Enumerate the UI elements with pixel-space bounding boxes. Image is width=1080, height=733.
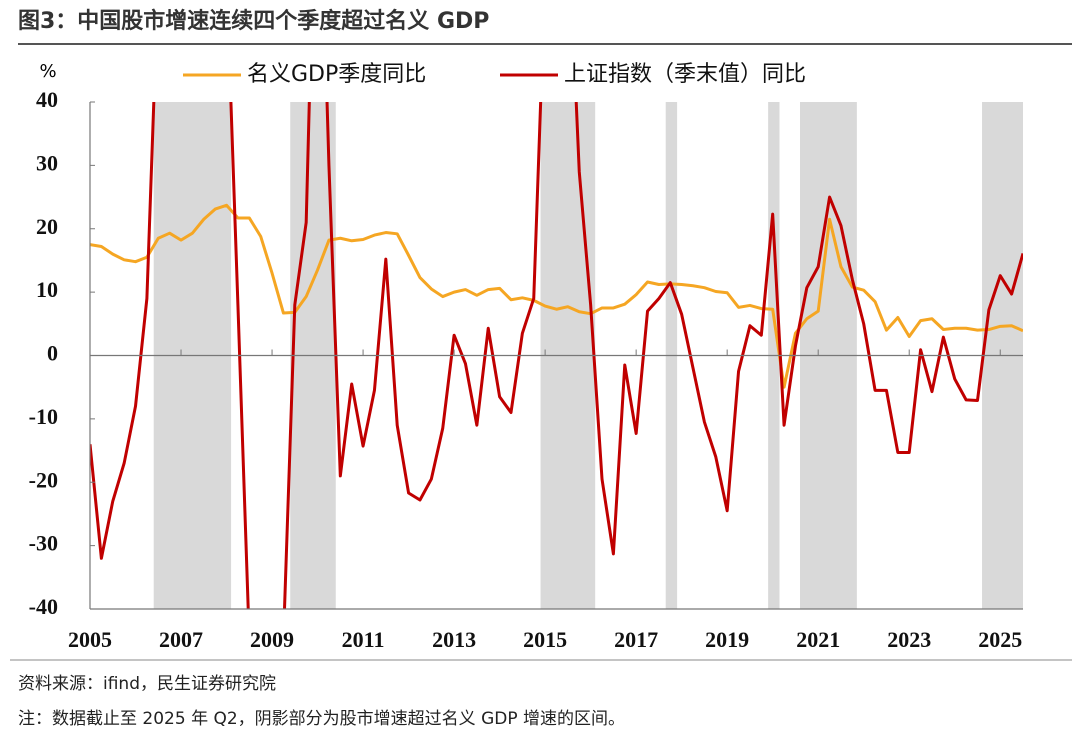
- y-tick-label: 40: [36, 87, 58, 112]
- x-tick-label: 2021: [796, 627, 840, 652]
- x-tick-label: 2007: [159, 627, 203, 652]
- chart-title: 图3：中国股市增速连续四个季度超过名义 GDP: [18, 8, 489, 34]
- x-tick-label: 2023: [887, 627, 931, 652]
- y-tick-label: 20: [36, 214, 58, 239]
- legend-label: 名义GDP季度同比: [247, 62, 426, 87]
- x-tick-label: 2009: [250, 627, 294, 652]
- y-tick-label: -10: [29, 404, 58, 429]
- x-tick-label: 2017: [614, 627, 658, 652]
- y-tick-label: 10: [36, 277, 58, 302]
- x-tick-label: 2011: [342, 627, 385, 652]
- x-tick-label: 2025: [978, 627, 1022, 652]
- x-tick-label: 2015: [523, 627, 567, 652]
- series-line: [90, 203, 1023, 389]
- x-tick-label: 2019: [705, 627, 749, 652]
- x-tick-label: 2013: [432, 627, 476, 652]
- x-tick-label: 2005: [68, 627, 112, 652]
- y-tick-label: -40: [29, 594, 58, 619]
- footnote: 注：数据截止至 2025 年 Q2，阴影部分为股市增速超过名义 GDP 增速的区…: [18, 709, 625, 729]
- plot-area: [90, 102, 1023, 609]
- y-tick-label: 30: [36, 150, 58, 175]
- source-note: 资料来源：ifind，民生证券研究院: [18, 674, 276, 694]
- y-tick-label: 0: [47, 341, 58, 366]
- legend-label: 上证指数（季末值）同比: [564, 62, 806, 87]
- y-tick-label: -30: [29, 531, 58, 556]
- series-line: [90, 102, 1023, 609]
- y-axis-label: %: [39, 61, 56, 82]
- y-tick-label: -20: [29, 467, 58, 492]
